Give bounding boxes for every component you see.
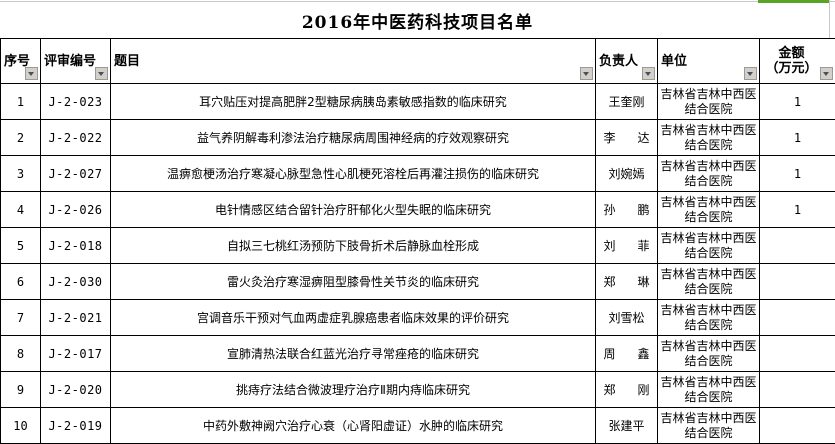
column-header-amount-line1: 金额 [778, 46, 804, 61]
cell-code[interactable]: J-2-018 [41, 228, 111, 264]
cell-seq[interactable]: 7 [1, 300, 41, 336]
cell-unit[interactable]: 吉林省吉林中西医结合医院 [658, 336, 760, 372]
cell-unit[interactable]: 吉林省吉林中西医结合医院 [658, 156, 760, 192]
cell-unit[interactable]: 吉林省吉林中西医结合医院 [658, 192, 760, 228]
cell-seq[interactable]: 9 [1, 372, 41, 408]
cell-seq[interactable]: 10 [1, 408, 41, 444]
column-header-unit[interactable]: 单位 [658, 39, 760, 84]
cell-title[interactable]: 宫调音乐干预对气血两虚症乳腺癌患者临床效果的评价研究 [111, 300, 596, 336]
column-header-amount[interactable]: 金额 （万元） [760, 39, 835, 84]
cell-person[interactable]: 刘雪松 [596, 300, 658, 336]
cell-code[interactable]: J-2-017 [41, 336, 111, 372]
cell-title[interactable]: 电针情感区结合留针治疗肝郁化火型失眠的临床研究 [111, 192, 596, 228]
cell-unit[interactable]: 吉林省吉林中西医结合医院 [658, 264, 760, 300]
cell-seq[interactable]: 1 [1, 84, 41, 120]
column-header-seq[interactable]: 序号 [1, 39, 41, 84]
cell-code[interactable]: J-2-020 [41, 372, 111, 408]
filter-dropdown-icon-unit[interactable] [744, 67, 757, 80]
cell-unit[interactable]: 吉林省吉林中西医结合医院 [658, 84, 760, 120]
cell-person[interactable]: 郑琳 [596, 264, 658, 300]
cell-person[interactable]: 郑刚 [596, 372, 658, 408]
cell-person[interactable]: 刘婉嫣 [596, 156, 658, 192]
cell-code[interactable]: J-2-026 [41, 192, 111, 228]
cell-title[interactable]: 温痹愈梗汤治疗寒凝心脉型急性心肌梗死溶栓后再灌注损伤的临床研究 [111, 156, 596, 192]
cell-title[interactable]: 宣肺清热法联合红蓝光治疗寻常痤疮的临床研究 [111, 336, 596, 372]
column-header-person[interactable]: 负责人 [596, 39, 658, 84]
cell-amount[interactable]: 1 [760, 120, 835, 156]
cell-title[interactable]: 雷火灸治疗寒湿痹阻型膝骨性关节炎的临床研究 [111, 264, 596, 300]
cell-code[interactable]: J-2-022 [41, 120, 111, 156]
cell-amount[interactable] [760, 372, 835, 408]
cell-unit[interactable]: 吉林省吉林中西医结合医院 [658, 120, 760, 156]
cell-code[interactable]: J-2-027 [41, 156, 111, 192]
cell-seq[interactable]: 8 [1, 336, 41, 372]
cell-unit[interactable]: 吉林省吉林中西医结合医院 [658, 228, 760, 264]
cell-title[interactable]: 挑痔疗法结合微波理疗治疗Ⅱ期内痔临床研究 [111, 372, 596, 408]
column-header-code[interactable]: 评审编号 [41, 39, 111, 84]
filter-dropdown-icon-title[interactable] [580, 67, 593, 80]
column-header-title[interactable]: 题目 [111, 39, 596, 84]
cell-seq[interactable]: 5 [1, 228, 41, 264]
cell-code[interactable]: J-2-030 [41, 264, 111, 300]
cell-amount[interactable] [760, 300, 835, 336]
cell-title[interactable]: 中药外敷神阙穴治疗心衰（心肾阳虚证）水肿的临床研究 [111, 408, 596, 444]
cell-seq[interactable]: 6 [1, 264, 41, 300]
cell-seq[interactable]: 3 [1, 156, 41, 192]
title-row: 2016年中医药科技项目名单 [0, 2, 835, 38]
page-title: 2016年中医药科技项目名单 [302, 8, 533, 33]
cell-amount[interactable]: 1 [760, 192, 835, 228]
cell-person[interactable]: 孙鹏 [596, 192, 658, 228]
cell-title[interactable]: 自拟三七桃红汤预防下肢骨折术后静脉血栓形成 [111, 228, 596, 264]
cell-unit[interactable]: 吉林省吉林中西医结合医院 [658, 408, 760, 444]
table-header-row: 序号 评审编号 题目 负责人 单位 [1, 39, 835, 84]
filter-dropdown-icon-code[interactable] [95, 67, 108, 80]
cell-amount[interactable] [760, 408, 835, 444]
cell-amount[interactable] [760, 264, 835, 300]
cell-seq[interactable]: 4 [1, 192, 41, 228]
cell-person[interactable]: 刘菲 [596, 228, 658, 264]
filter-dropdown-icon-amount[interactable] [820, 67, 833, 80]
cell-amount[interactable]: 1 [760, 156, 835, 192]
cell-code[interactable]: J-2-021 [41, 300, 111, 336]
project-list-table: 序号 评审编号 题目 负责人 单位 [0, 38, 835, 444]
filter-dropdown-icon-person[interactable] [642, 67, 655, 80]
cell-person[interactable]: 李达 [596, 120, 658, 156]
cell-unit[interactable]: 吉林省吉林中西医结合医院 [658, 372, 760, 408]
column-header-title-label: 题目 [111, 54, 595, 69]
spreadsheet-sheet: 2016年中医药科技项目名单 序号 评审编号 题目 [0, 0, 835, 435]
cell-amount[interactable] [760, 336, 835, 372]
cell-code[interactable]: J-2-019 [41, 408, 111, 444]
cell-title[interactable]: 益气养阴解毒利渗法治疗糖尿病周围神经病的疗效观察研究 [111, 120, 596, 156]
cell-unit[interactable]: 吉林省吉林中西医结合医院 [658, 300, 760, 336]
filter-dropdown-icon-seq[interactable] [25, 67, 38, 80]
cell-person[interactable]: 张建平 [596, 408, 658, 444]
cell-amount[interactable] [760, 228, 835, 264]
cell-title[interactable]: 耳穴贴压对提高肥胖2型糖尿病胰岛素敏感指数的临床研究 [111, 84, 596, 120]
cell-seq[interactable]: 2 [1, 120, 41, 156]
cell-code[interactable]: J-2-023 [41, 84, 111, 120]
cell-person[interactable]: 王奎刚 [596, 84, 658, 120]
cell-person[interactable]: 周鑫 [596, 336, 658, 372]
cell-amount[interactable]: 1 [760, 84, 835, 120]
column-header-amount-line2: （万元） [765, 61, 817, 76]
